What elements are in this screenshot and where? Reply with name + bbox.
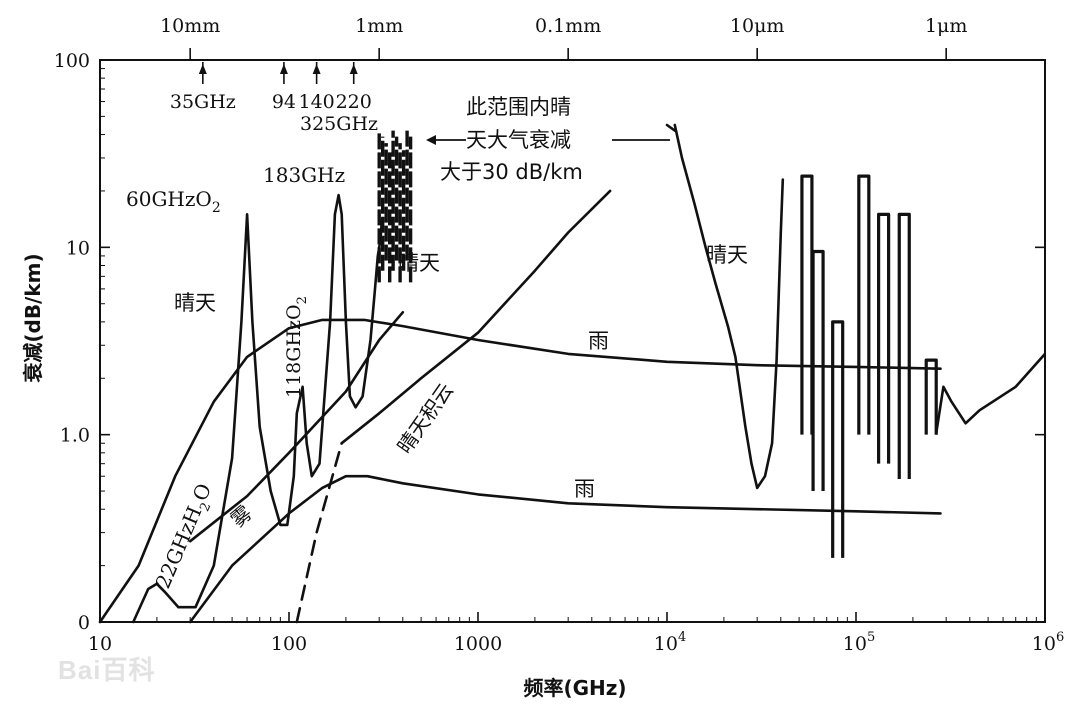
absorption-band-2: [831, 320, 845, 558]
absorption-band-3: [857, 174, 871, 435]
top-tick-label-3: 10μm: [730, 15, 785, 37]
axes: 10 100 1000 104 105 106 0 1.0 10 100 10mm 1mm 0.1mm 1…: [21, 15, 1064, 700]
top-tick-label-4: 1μm: [925, 15, 967, 37]
x-axis-title: 频率(GHz): [523, 676, 626, 700]
baidu-watermark: Bai百科: [58, 655, 156, 685]
y-axis-title: 衰减(dB/km): [21, 253, 45, 383]
freq-marker-arrow-0: [198, 64, 207, 74]
freq-marker-label-2: 140: [298, 91, 334, 113]
absorption-band-5: [897, 212, 911, 479]
x-tick-label-1: 100: [271, 633, 307, 655]
x-tick-label-0: 10: [88, 633, 112, 655]
annotation-118ghz-o2: 118GHzO2: [283, 296, 310, 398]
top-tick-label-2: 0.1mm: [535, 15, 601, 37]
series-clear-air-ir-dashed: [665, 123, 677, 132]
annotation-rain-light: 雨: [574, 477, 595, 501]
x-tick-label-4: 105: [843, 630, 875, 655]
series-rain-heavy: [98, 318, 942, 624]
series-ir-tail: [934, 353, 1046, 435]
annotation-183ghz: 183GHz: [263, 163, 345, 187]
absorption-band-4: [877, 212, 891, 464]
submm-absorption-cluster: [377, 130, 413, 283]
y-tick-label-0: 0: [78, 612, 90, 634]
absorption-band-1: [811, 249, 825, 492]
x-tick-label-2: 1000: [454, 633, 502, 655]
annotation-note-line3: 大于30 dB/km: [440, 160, 583, 184]
freq-marker-label-3: 220: [336, 91, 372, 113]
annotation-clear-sky-ir: 晴天: [706, 243, 748, 267]
series-fog: [188, 311, 405, 543]
series-clear-cumulus-dashed: [295, 441, 343, 624]
x-tick-label-3: 104: [654, 630, 686, 655]
freq-marker-label-0: 35GHz: [170, 91, 236, 113]
freq-marker-arrow-3: [349, 64, 358, 74]
annotation-325ghz: 325GHz: [300, 113, 378, 135]
absorption-band-6: [924, 358, 938, 435]
annotation-rain-heavy: 雨: [588, 329, 609, 353]
annotation-clear-sky-left: 晴天: [174, 291, 216, 315]
freq-marker-arrow-1: [279, 64, 288, 74]
annotation-60ghz-o2: 60GHzO2: [126, 187, 221, 216]
annotation-cumulus: 晴天积云: [392, 379, 458, 458]
plot-area: 35GHz 94 140 220: [98, 62, 1046, 624]
annotation-note-line2: 天大气衰减: [466, 128, 571, 152]
freq-marker-arrow-2: [312, 64, 321, 74]
series-clear-air-ir: [673, 123, 785, 490]
annotation-note-line1: 此范围内晴: [466, 95, 571, 119]
annotation-clear-sky-mm: 晴天: [398, 251, 440, 275]
y-tick-label-1: 1.0: [60, 425, 90, 447]
plot-frame: [99, 59, 1046, 623]
note-arrowhead: [426, 135, 436, 145]
top-tick-label-0: 10mm: [160, 15, 220, 37]
series-clear-air-mm: [132, 193, 384, 624]
absorption-band-0: [800, 174, 814, 435]
y-tick-label-3: 100: [54, 50, 90, 72]
annotation-fog: 雾: [226, 501, 257, 532]
series-clear-cumulus: [340, 189, 612, 445]
y-tick-label-2: 10: [66, 237, 90, 259]
freq-marker-label-1: 94: [272, 91, 296, 113]
top-tick-label-1: 1mm: [355, 15, 403, 37]
x-tick-label-5: 106: [1032, 630, 1064, 655]
